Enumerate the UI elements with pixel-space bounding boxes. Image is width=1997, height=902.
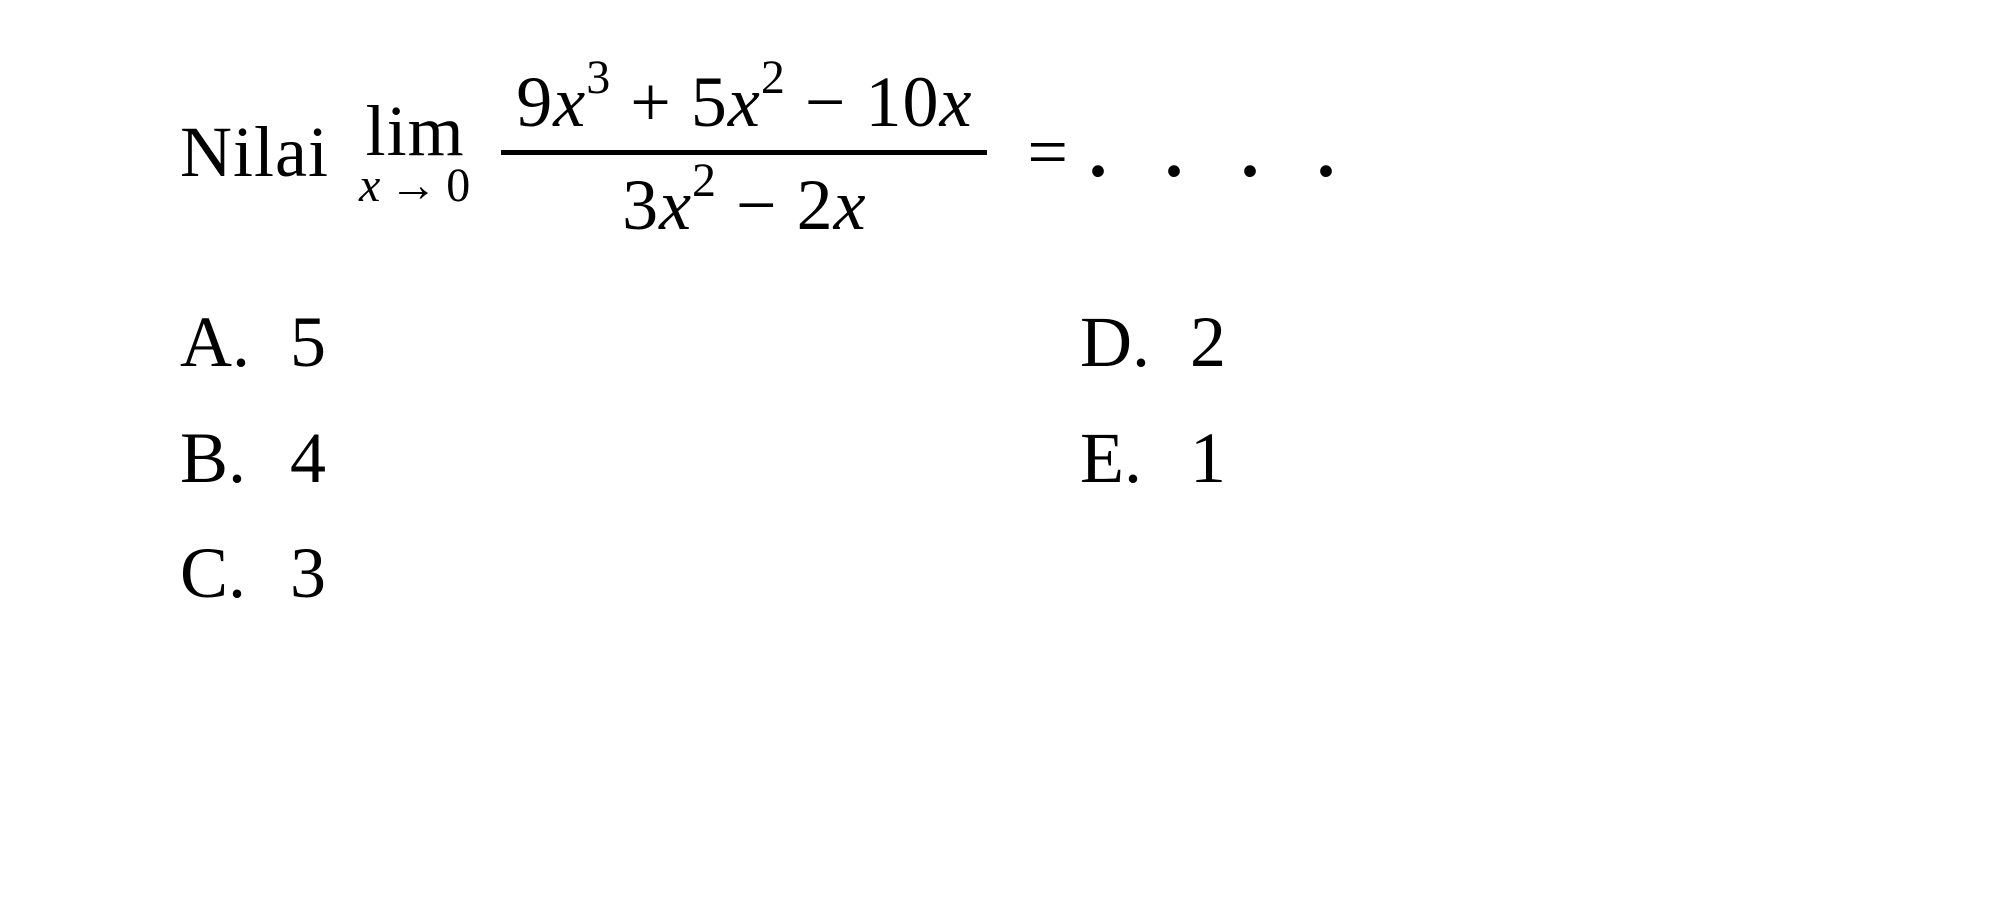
option-a-letter: A.: [180, 285, 290, 400]
option-row-3: C. 3: [180, 516, 1817, 631]
num-op1: +: [630, 62, 672, 142]
option-c: C. 3: [180, 516, 1080, 631]
option-c-value: 3: [290, 516, 326, 631]
option-e-letter: E.: [1080, 401, 1190, 516]
option-row-1: A. 5 D. 2: [180, 285, 1817, 400]
option-b-value: 4: [290, 401, 326, 516]
limit-label: lim: [366, 95, 465, 167]
den-t1-var: x: [659, 165, 692, 245]
option-b: B. 4: [180, 401, 1080, 516]
limit-arrow: →: [389, 162, 438, 210]
den-t2-coef: 2: [797, 165, 834, 245]
denominator: 3x2 − 2x: [622, 155, 867, 245]
den-op1: −: [736, 165, 778, 245]
den-t2-var: x: [834, 165, 867, 245]
option-d-letter: D.: [1080, 285, 1190, 400]
num-t3-var: x: [939, 62, 972, 142]
num-t2-var: x: [728, 62, 761, 142]
equals-sign: =: [1027, 111, 1069, 194]
num-t1-coef: 9: [516, 62, 553, 142]
num-t2-exp: 2: [761, 51, 786, 104]
limit-subscript: x→0: [359, 162, 471, 210]
limit-var: x: [359, 159, 381, 212]
option-e-value: 1: [1190, 401, 1226, 516]
options-block: A. 5 D. 2 B. 4 E. 1 C. 3: [180, 285, 1817, 631]
option-d: D. 2: [1080, 285, 1226, 400]
option-a: A. 5: [180, 285, 1080, 400]
num-t3-coef: 10: [865, 62, 939, 142]
num-t1-var: x: [553, 62, 586, 142]
option-b-letter: B.: [180, 401, 290, 516]
option-c-letter: C.: [180, 516, 290, 631]
limit-approaches: 0: [446, 159, 471, 212]
question-line: Nilai lim x→0 9x3 + 5x2 − 10x 3x2 − 2x =…: [180, 60, 1817, 245]
option-e: E. 1: [1080, 401, 1226, 516]
option-a-value: 5: [290, 285, 326, 400]
question-prefix: Nilai: [180, 111, 329, 194]
option-d-value: 2: [1190, 285, 1226, 400]
num-t2-coef: 5: [691, 62, 728, 142]
den-t1-exp: 2: [692, 154, 717, 207]
answer-dots: . . . .: [1089, 111, 1355, 194]
option-row-2: B. 4 E. 1: [180, 401, 1817, 516]
den-t1-coef: 3: [622, 165, 659, 245]
limit-block: lim x→0: [359, 95, 471, 210]
num-t1-exp: 3: [586, 51, 611, 104]
numerator: 9x3 + 5x2 − 10x: [501, 60, 987, 155]
num-op2: −: [805, 62, 847, 142]
fraction: 9x3 + 5x2 − 10x 3x2 − 2x: [501, 60, 987, 245]
